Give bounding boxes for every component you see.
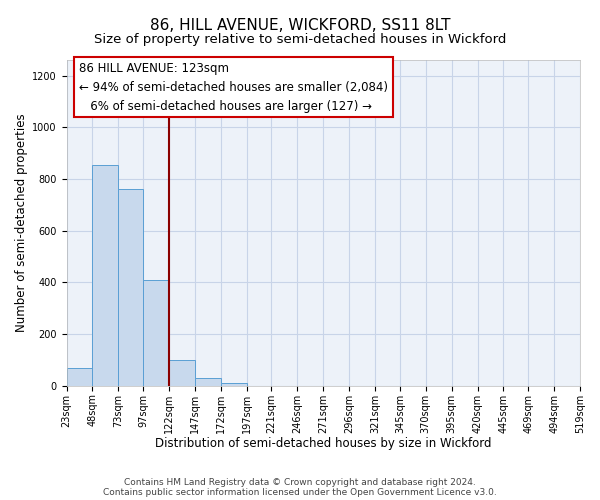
Bar [195,378,221,386]
Bar [118,190,143,386]
X-axis label: Distribution of semi-detached houses by size in Wickford: Distribution of semi-detached houses by … [155,437,491,450]
Text: Contains HM Land Registry data © Crown copyright and database right 2024.: Contains HM Land Registry data © Crown c… [124,478,476,487]
Text: Size of property relative to semi-detached houses in Wickford: Size of property relative to semi-detach… [94,32,506,46]
Bar [67,368,92,386]
Text: 86 HILL AVENUE: 123sqm
← 94% of semi-detached houses are smaller (2,084)
   6% o: 86 HILL AVENUE: 123sqm ← 94% of semi-det… [79,62,388,112]
Y-axis label: Number of semi-detached properties: Number of semi-detached properties [15,114,28,332]
Bar [143,280,169,386]
Bar [169,360,195,386]
Text: Contains public sector information licensed under the Open Government Licence v3: Contains public sector information licen… [103,488,497,497]
Bar [92,164,118,386]
Bar [221,383,247,386]
Text: 86, HILL AVENUE, WICKFORD, SS11 8LT: 86, HILL AVENUE, WICKFORD, SS11 8LT [150,18,450,32]
